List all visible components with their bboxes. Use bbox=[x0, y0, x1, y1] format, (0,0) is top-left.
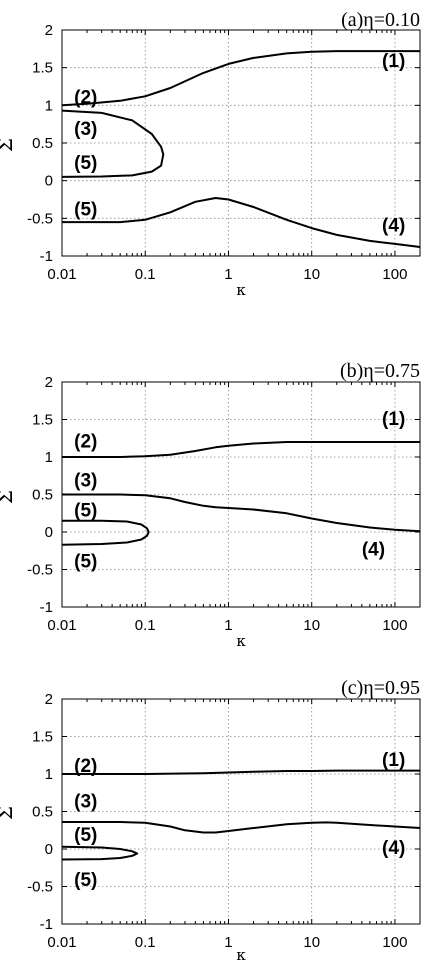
x-axis-label-b: κ bbox=[236, 632, 246, 650]
branch-label-b: (1) bbox=[382, 409, 405, 430]
branch-label-b: (4) bbox=[362, 540, 385, 561]
branch-label-b: (3) bbox=[74, 471, 97, 492]
y-axis-label-c: Σ bbox=[0, 806, 17, 820]
y-tick-label-c: -1 bbox=[40, 916, 53, 933]
branch-label-a: (3) bbox=[74, 119, 97, 140]
branch-label-c: (2) bbox=[74, 756, 97, 777]
branch-label-a: (4) bbox=[382, 215, 405, 236]
x-tick-label-a: 0.1 bbox=[135, 266, 156, 283]
y-tick-label-a: 1 bbox=[45, 97, 53, 114]
branch-label-c: (3) bbox=[74, 791, 97, 812]
x-tick-label-c: 1 bbox=[224, 934, 232, 951]
y-tick-label-b: 0 bbox=[45, 524, 53, 541]
branch-label-a: (5) bbox=[74, 200, 97, 221]
y-tick-label-b: -1 bbox=[40, 599, 53, 616]
x-tick-label-a: 10 bbox=[303, 266, 320, 283]
x-tick-label-c: 10 bbox=[303, 934, 320, 951]
series-line-c-2 bbox=[62, 821, 421, 834]
x-tick-label-c: 0.1 bbox=[135, 934, 156, 951]
x-tick-label-c: 0.01 bbox=[47, 934, 76, 951]
chart-title-b: (b)η=0.75 bbox=[340, 360, 420, 382]
series-line-b-1 bbox=[62, 441, 420, 458]
y-tick-label-a: 2 bbox=[45, 22, 53, 39]
y-axis-label-a: Σ bbox=[0, 138, 17, 152]
chart-panel-a: -1 -0.5 0 0.5 1 1.5 2 0.01 0.1 1 10 100 (a)η=0.10 κ Σ (… bbox=[0, 0, 424, 320]
branch-label-c: (4) bbox=[382, 838, 405, 859]
x-tick-label-a: 1 bbox=[224, 266, 232, 283]
chart-panel-b: -1 -0.5 0 0.5 1 1.5 2 0.01 0.1 1 10 100 (b)η=0.75 κ Σ (… bbox=[0, 350, 424, 670]
series-line-a-1 bbox=[61, 50, 420, 107]
y-tick-label-c: 0.5 bbox=[32, 804, 53, 821]
x-tick-label-a: 100 bbox=[382, 266, 407, 283]
chart-svg-c: -1 -0.5 0 0.5 1 1.5 2 0.01 0.1 1 10 100 (c)η=0.95 κ Σ (… bbox=[0, 677, 421, 964]
series-line-a-3 bbox=[62, 197, 421, 248]
y-tick-label-a: 0 bbox=[45, 173, 53, 190]
branch-label-c: (1) bbox=[382, 750, 405, 771]
branch-label-b: (5) bbox=[74, 501, 97, 522]
y-tick-label-a: 1.5 bbox=[32, 60, 53, 77]
branch-label-a: (2) bbox=[74, 87, 97, 108]
x-axis-label-a: κ bbox=[236, 281, 246, 299]
chart-svg-b: -1 -0.5 0 0.5 1 1.5 2 0.01 0.1 1 10 100 (b)η=0.75 κ Σ (… bbox=[0, 360, 421, 650]
x-tick-label-b: 10 bbox=[303, 617, 320, 634]
chart-panel-c: -1 -0.5 0 0.5 1 1.5 2 0.01 0.1 1 10 100 (c)η=0.95 κ Σ (… bbox=[0, 668, 424, 973]
y-tick-label-a: -0.5 bbox=[27, 210, 53, 227]
y-tick-label-a: 0.5 bbox=[32, 135, 53, 152]
x-tick-label-b: 0.1 bbox=[135, 617, 156, 634]
x-tick-label-b: 1 bbox=[224, 617, 232, 634]
x-tick-label-b: 100 bbox=[382, 617, 407, 634]
series-line-a-2 bbox=[61, 109, 165, 178]
y-tick-label-c: 1.5 bbox=[32, 729, 53, 746]
y-tick-label-c: 2 bbox=[45, 691, 53, 708]
y-tick-label-b: 0.5 bbox=[32, 487, 53, 504]
series-line-b-3 bbox=[61, 519, 150, 546]
y-tick-label-b: -0.5 bbox=[27, 562, 53, 579]
y-tick-label-b: 1 bbox=[45, 449, 53, 466]
y-tick-label-b: 1.5 bbox=[32, 412, 53, 429]
branch-label-c: (5) bbox=[74, 825, 97, 846]
branch-label-a: (1) bbox=[382, 51, 405, 72]
chart-title-c: (c)η=0.95 bbox=[341, 677, 420, 699]
branch-label-c: (5) bbox=[74, 870, 97, 891]
chart-svg-a: -1 -0.5 0 0.5 1 1.5 2 0.01 0.1 1 10 100 (a)η=0.10 κ Σ (… bbox=[0, 9, 421, 299]
x-tick-label-b: 0.01 bbox=[47, 617, 76, 634]
series-line-b-2 bbox=[62, 493, 421, 533]
series-line-c-3 bbox=[61, 845, 139, 861]
branch-label-b: (2) bbox=[74, 432, 97, 453]
y-tick-label-a: -1 bbox=[40, 248, 53, 265]
x-tick-label-c: 100 bbox=[382, 934, 407, 951]
y-tick-label-b: 2 bbox=[45, 374, 53, 391]
y-axis-label-b: Σ bbox=[0, 490, 17, 504]
y-tick-label-c: 1 bbox=[45, 766, 53, 783]
chart-title-a: (a)η=0.10 bbox=[341, 9, 420, 31]
x-axis-label-c: κ bbox=[236, 946, 246, 964]
branch-label-a: (5) bbox=[74, 153, 97, 174]
branch-label-b: (5) bbox=[74, 552, 97, 573]
y-tick-label-c: 0 bbox=[45, 841, 53, 858]
y-tick-label-c: -0.5 bbox=[27, 879, 53, 896]
x-tick-label-a: 0.01 bbox=[47, 266, 76, 283]
series-line-c-1 bbox=[62, 769, 420, 775]
